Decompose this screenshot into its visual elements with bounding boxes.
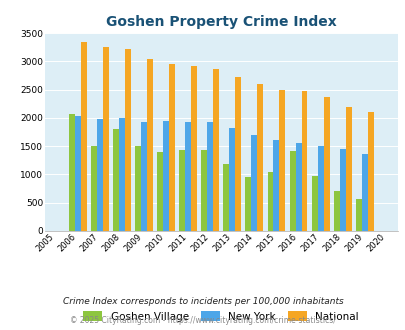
- Bar: [201, 150, 207, 231]
- Bar: [91, 146, 97, 231]
- Text: Crime Index corresponds to incidents per 100,000 inhabitants: Crime Index corresponds to incidents per…: [62, 297, 343, 307]
- Bar: [223, 164, 229, 231]
- Bar: [323, 97, 329, 231]
- Bar: [97, 119, 102, 231]
- Bar: [119, 118, 125, 231]
- Bar: [229, 128, 235, 231]
- Bar: [333, 191, 339, 231]
- Bar: [361, 154, 367, 231]
- Bar: [355, 199, 361, 231]
- Bar: [69, 114, 75, 231]
- Bar: [295, 143, 301, 231]
- Bar: [273, 141, 279, 231]
- Bar: [163, 121, 168, 231]
- Bar: [125, 50, 130, 231]
- Title: Goshen Property Crime Index: Goshen Property Crime Index: [106, 15, 336, 29]
- Bar: [317, 146, 323, 231]
- Bar: [141, 122, 147, 231]
- Bar: [279, 90, 285, 231]
- Bar: [81, 42, 87, 231]
- Bar: [257, 84, 263, 231]
- Bar: [75, 115, 81, 231]
- Bar: [113, 129, 119, 231]
- Bar: [339, 149, 345, 231]
- Bar: [367, 112, 373, 231]
- Bar: [267, 172, 273, 231]
- Bar: [301, 91, 307, 231]
- Bar: [179, 150, 185, 231]
- Bar: [102, 47, 109, 231]
- Bar: [207, 122, 213, 231]
- Bar: [147, 59, 153, 231]
- Bar: [213, 69, 219, 231]
- Bar: [345, 107, 351, 231]
- Bar: [185, 122, 191, 231]
- Text: © 2025 CityRating.com - https://www.cityrating.com/crime-statistics/: © 2025 CityRating.com - https://www.city…: [70, 316, 335, 325]
- Bar: [251, 135, 257, 231]
- Legend: Goshen Village, New York, National: Goshen Village, New York, National: [83, 312, 358, 322]
- Bar: [289, 151, 295, 231]
- Bar: [135, 146, 141, 231]
- Bar: [191, 66, 196, 231]
- Bar: [245, 177, 251, 231]
- Bar: [157, 152, 163, 231]
- Bar: [168, 64, 175, 231]
- Bar: [311, 176, 317, 231]
- Bar: [235, 77, 241, 231]
